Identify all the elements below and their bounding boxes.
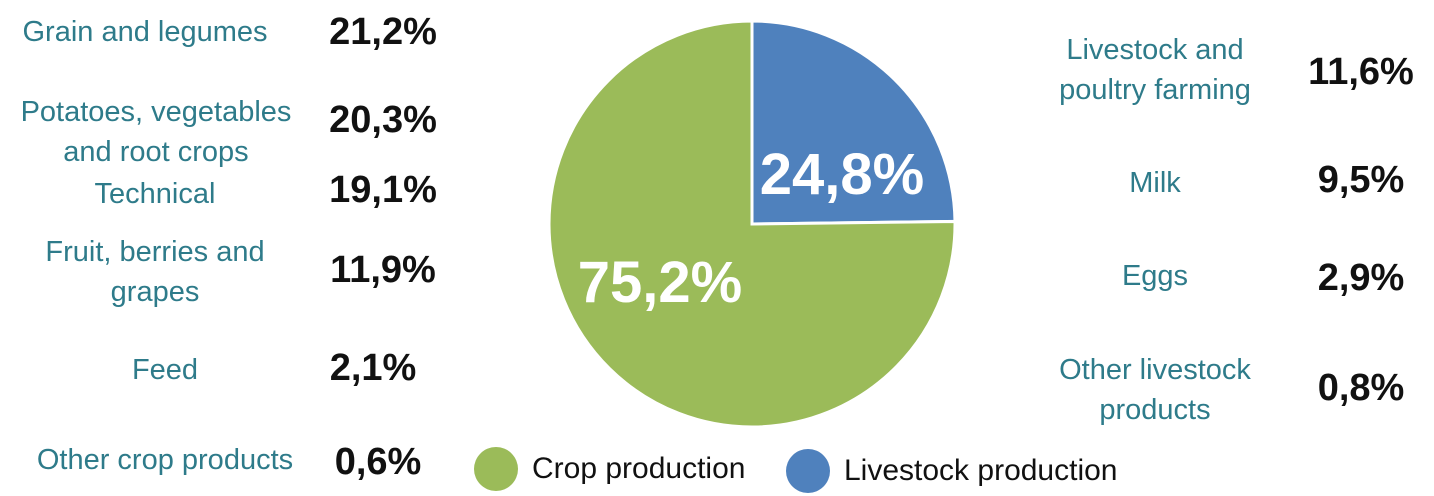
pie-label-livestock: 24,8% (760, 142, 924, 207)
crop-value-other: 0,6% (334, 441, 422, 483)
crop-label-grain: Grain and legumes (22, 16, 268, 48)
legend-swatch-livestock (786, 449, 830, 493)
livestock-value-other: 0,8% (1317, 367, 1405, 409)
livestock-label-other: Other livestock products (1059, 354, 1251, 426)
pie-label-crop: 75,2% (578, 250, 742, 315)
legend-swatch-crop (474, 447, 518, 491)
livestock-label-poultry: Livestock and poultry farming (1059, 34, 1251, 106)
legend-label-crop: Crop production (532, 452, 746, 485)
crop-value-technical: 19,1% (329, 169, 437, 211)
livestock-value-milk: 9,5% (1317, 159, 1405, 201)
crop-label-feed: Feed (131, 354, 199, 386)
livestock-label-eggs: Eggs (1121, 260, 1189, 292)
crop-label-technical: Technical (94, 178, 216, 210)
crop-value-grain: 21,2% (329, 11, 437, 53)
livestock-label-milk: Milk (1129, 167, 1181, 199)
crop-value-fruit: 11,9% (330, 249, 436, 291)
livestock-value-eggs: 2,9% (1317, 257, 1405, 299)
crop-label-other: Other crop products (36, 444, 294, 476)
crop-value-feed: 2,1% (329, 347, 417, 389)
crop-label-fruit: Fruit, berries and grapes (45, 236, 265, 308)
pie-slice-crop (547, 19, 957, 429)
legend-label-livestock: Livestock production (844, 454, 1118, 487)
crop-label-potatoes: Potatoes, vegetables and root crops (20, 96, 292, 168)
crop-value-potatoes: 20,3% (329, 99, 437, 141)
pie-slice-livestock (750, 19, 957, 226)
legend-item-crop: Crop production (474, 444, 745, 494)
legend-item-livestock: Livestock production (786, 446, 1118, 496)
livestock-value-poultry: 11,6% (1308, 51, 1414, 93)
